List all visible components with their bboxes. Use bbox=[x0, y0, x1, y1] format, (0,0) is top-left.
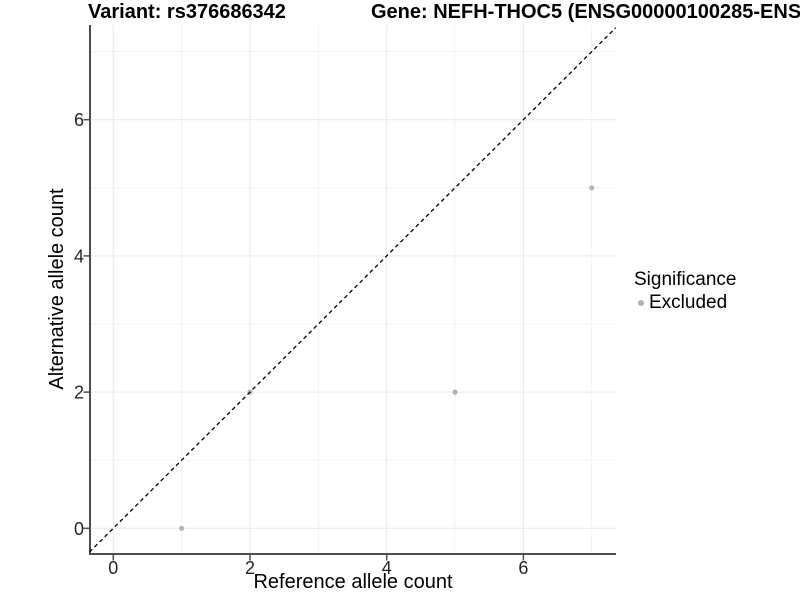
y-tick-label: 0 bbox=[74, 519, 84, 539]
data-point bbox=[589, 185, 595, 191]
x-tick-label: 4 bbox=[382, 558, 392, 578]
y-axis-title: Alternative allele count bbox=[46, 188, 68, 390]
axis-lines bbox=[89, 25, 616, 555]
identity-line bbox=[88, 27, 617, 553]
y-tick-label: 6 bbox=[74, 110, 84, 130]
y-tick-label: 2 bbox=[74, 383, 84, 403]
x-tick-label: 2 bbox=[245, 558, 255, 578]
legend-title: Significance bbox=[634, 269, 737, 290]
legend-point-icon bbox=[638, 299, 644, 306]
legend-item-excluded: Excluded bbox=[634, 292, 736, 313]
x-tick-label: 0 bbox=[108, 558, 118, 578]
plot-title-variant: Variant: rs376686342 bbox=[88, 1, 286, 23]
data-point bbox=[452, 389, 458, 395]
x-axis-title: Reference allele count bbox=[253, 571, 453, 593]
data-point bbox=[179, 525, 185, 531]
y-tick-label: 4 bbox=[74, 246, 84, 266]
legend-item-label: Excluded bbox=[649, 292, 728, 313]
x-tick-label: 6 bbox=[518, 558, 528, 578]
legend: Significance Excluded bbox=[634, 269, 736, 313]
plot-title-gene: Gene: NEFH-THOC5 (ENSG00000100285-ENS bbox=[371, 1, 800, 23]
